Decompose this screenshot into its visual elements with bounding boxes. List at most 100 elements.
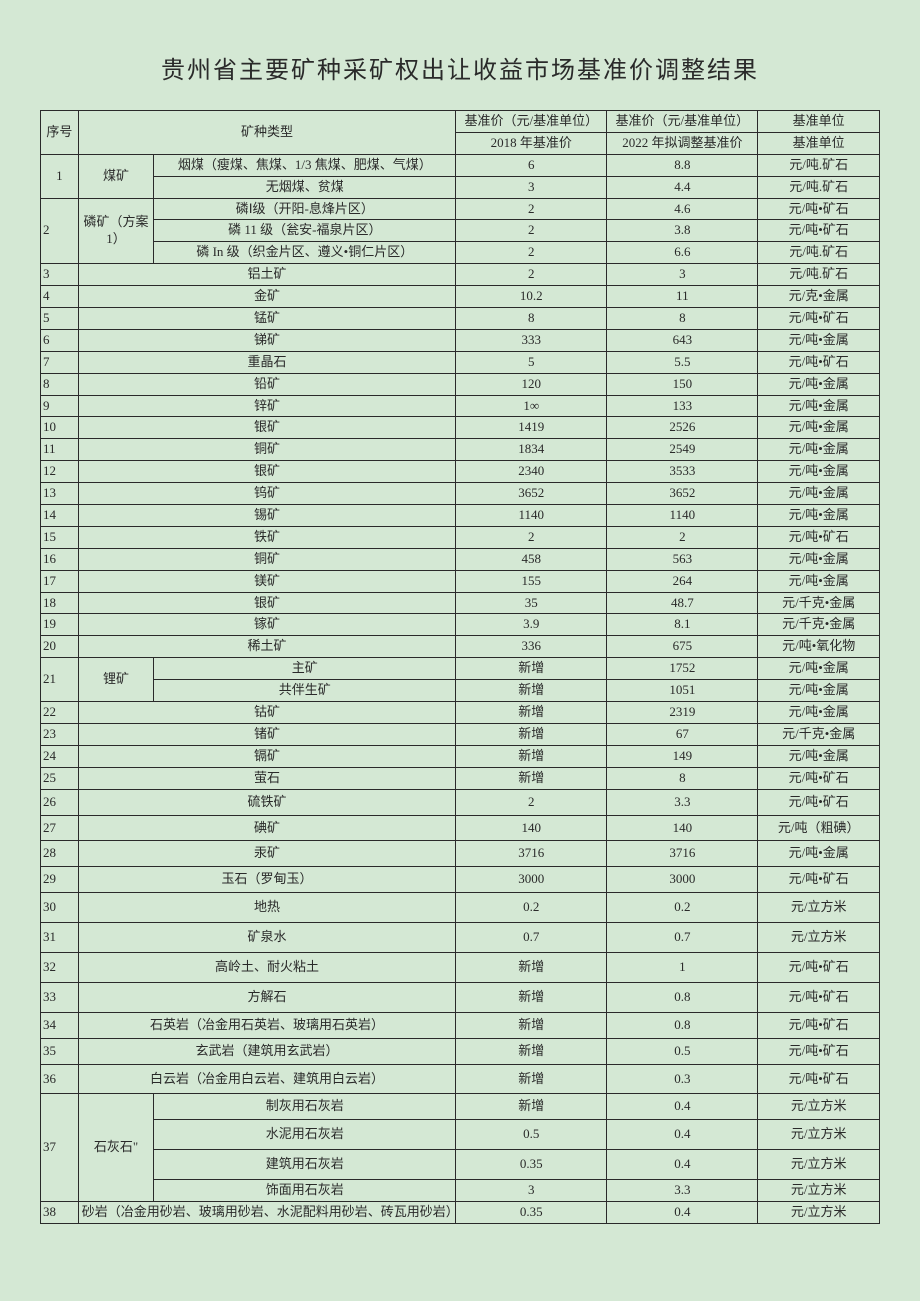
cell-seq: 29 bbox=[41, 867, 79, 893]
cell-p2018: 1∞ bbox=[456, 395, 607, 417]
cell-p2018: 1140 bbox=[456, 505, 607, 527]
cell-p2022: 4.6 bbox=[607, 198, 758, 220]
cell-p2022: 4.4 bbox=[607, 176, 758, 198]
header-p2022: 2022 年拟调整基准价 bbox=[607, 132, 758, 154]
cell-p2018: 新增 bbox=[456, 723, 607, 745]
table-row: 28汞矿37163716元/吨•金属 bbox=[41, 841, 880, 867]
cell-seq: 31 bbox=[41, 923, 79, 953]
price-table: 序号 矿种类型 基准价（元/基准单位） 基准价（元/基准单位） 基准单位 201… bbox=[40, 110, 880, 1224]
cell-p2022: 0.2 bbox=[607, 893, 758, 923]
cell-p2022: 0.5 bbox=[607, 1038, 758, 1064]
cell-p2018: 10.2 bbox=[456, 286, 607, 308]
cell-type: 稀土矿 bbox=[78, 636, 456, 658]
cell-type: 银矿 bbox=[78, 417, 456, 439]
cell-p2018: 0.35 bbox=[456, 1150, 607, 1180]
cell-type: 萤石 bbox=[78, 767, 456, 789]
cell-p2018: 336 bbox=[456, 636, 607, 658]
cell-type: 汞矿 bbox=[78, 841, 456, 867]
cell-unit: 元/吨•矿石 bbox=[758, 308, 880, 330]
cell-p2018: 0.5 bbox=[456, 1120, 607, 1150]
cell-type: 饰面用石灰岩 bbox=[154, 1180, 456, 1202]
table-row: 33方解石新增0.8元/吨•矿石 bbox=[41, 982, 880, 1012]
cell-p2018: 1834 bbox=[456, 439, 607, 461]
cell-type: 钨矿 bbox=[78, 483, 456, 505]
cell-p2018: 35 bbox=[456, 592, 607, 614]
cell-unit: 元/吨•矿石 bbox=[758, 952, 880, 982]
cell-p2022: 149 bbox=[607, 745, 758, 767]
cell-p2018: 1419 bbox=[456, 417, 607, 439]
cell-unit: 元/吨•金属 bbox=[758, 548, 880, 570]
cell-type: 石英岩（冶金用石英岩、玻璃用石英岩） bbox=[78, 1012, 456, 1038]
cell-type: 铅矿 bbox=[78, 373, 456, 395]
cell-p2022: 643 bbox=[607, 329, 758, 351]
table-row: 14锡矿11401140元/吨•金属 bbox=[41, 505, 880, 527]
cell-p2022: 3716 bbox=[607, 841, 758, 867]
cell-p2022: 0.4 bbox=[607, 1201, 758, 1223]
cell-type: 地热 bbox=[78, 893, 456, 923]
cell-type: 水泥用石灰岩 bbox=[154, 1120, 456, 1150]
table-row: 15铁矿22元/吨•矿石 bbox=[41, 526, 880, 548]
cell-seq: 30 bbox=[41, 893, 79, 923]
cell-unit: 元/立方米 bbox=[758, 1120, 880, 1150]
cell-unit: 元/千克•金属 bbox=[758, 614, 880, 636]
cell-unit: 元/吨•金属 bbox=[758, 395, 880, 417]
cell-p2018: 120 bbox=[456, 373, 607, 395]
cell-type: 铁矿 bbox=[78, 526, 456, 548]
cell-type: 锗矿 bbox=[78, 723, 456, 745]
cell-unit: 元/吨•矿石 bbox=[758, 767, 880, 789]
cell-p2022: 3.3 bbox=[607, 1180, 758, 1202]
cell-p2018: 新增 bbox=[456, 767, 607, 789]
table-row: 饰面用石灰岩 3 3.3 元/立方米 bbox=[41, 1180, 880, 1202]
cell-p2018: 新增 bbox=[456, 952, 607, 982]
cell-p2018: 0.35 bbox=[456, 1201, 607, 1223]
cell-p2018: 458 bbox=[456, 548, 607, 570]
table-row: 31矿泉水0.70.7元/立方米 bbox=[41, 923, 880, 953]
cell-p2018: 2 bbox=[456, 264, 607, 286]
header-p2018-group: 基准价（元/基准单位） bbox=[456, 111, 607, 133]
cell-p2018: 新增 bbox=[456, 702, 607, 724]
cell-p2022: 2319 bbox=[607, 702, 758, 724]
cell-p2018: 5 bbox=[456, 351, 607, 373]
cell-p2018: 3000 bbox=[456, 867, 607, 893]
cell-unit: 元/立方米 bbox=[758, 893, 880, 923]
cell-type: 方解石 bbox=[78, 982, 456, 1012]
cell-type: 银矿 bbox=[78, 461, 456, 483]
cell-p2022: 0.4 bbox=[607, 1120, 758, 1150]
table-row: 2 磷矿（方案 1） 磷Ⅰ级（开阳-息烽片区） 2 4.6 元/吨•矿石 bbox=[41, 198, 880, 220]
header-unit: 基准单位 bbox=[758, 132, 880, 154]
cell-type: 玉石（罗甸玉） bbox=[78, 867, 456, 893]
table-row: 12银矿23403533元/吨•金属 bbox=[41, 461, 880, 483]
page-title: 贵州省主要矿种采矿权出让收益市场基准价调整结果 bbox=[40, 50, 880, 85]
table-row: 32高岭土、耐火粘土新增1元/吨•矿石 bbox=[41, 952, 880, 982]
cell-seq: 7 bbox=[41, 351, 79, 373]
cell-p2022: 1752 bbox=[607, 658, 758, 680]
cell-p2022: 8.1 bbox=[607, 614, 758, 636]
cell-cat: 锂矿 bbox=[78, 658, 154, 702]
table-row: 22钴矿新增2319元/吨•金属 bbox=[41, 702, 880, 724]
cell-type: 玄武岩（建筑用玄武岩） bbox=[78, 1038, 456, 1064]
cell-p2018: 333 bbox=[456, 329, 607, 351]
cell-p2018: 3716 bbox=[456, 841, 607, 867]
cell-p2018: 2 bbox=[456, 242, 607, 264]
cell-p2022: 133 bbox=[607, 395, 758, 417]
cell-type: 钴矿 bbox=[78, 702, 456, 724]
header-seq: 序号 bbox=[41, 111, 79, 155]
cell-p2018: 8 bbox=[456, 308, 607, 330]
cell-seq: 10 bbox=[41, 417, 79, 439]
cell-p2022: 0.8 bbox=[607, 982, 758, 1012]
cell-unit: 元/立方米 bbox=[758, 1180, 880, 1202]
header-type: 矿种类型 bbox=[78, 111, 456, 155]
cell-type: 磷 In 级（织金片区、遵义•铜仁片区） bbox=[154, 242, 456, 264]
cell-seq: 28 bbox=[41, 841, 79, 867]
cell-seq: 20 bbox=[41, 636, 79, 658]
cell-seq: 21 bbox=[41, 658, 79, 702]
cell-p2018: 新增 bbox=[456, 658, 607, 680]
cell-p2018: 155 bbox=[456, 570, 607, 592]
cell-unit: 元/立方米 bbox=[758, 1150, 880, 1180]
table-row: 19镓矿3.98.1元/千克•金属 bbox=[41, 614, 880, 636]
cell-p2022: 563 bbox=[607, 548, 758, 570]
cell-p2022: 2 bbox=[607, 526, 758, 548]
cell-unit: 元/吨•矿石 bbox=[758, 198, 880, 220]
cell-p2022: 0.4 bbox=[607, 1150, 758, 1180]
cell-unit: 元/吨•矿石 bbox=[758, 982, 880, 1012]
